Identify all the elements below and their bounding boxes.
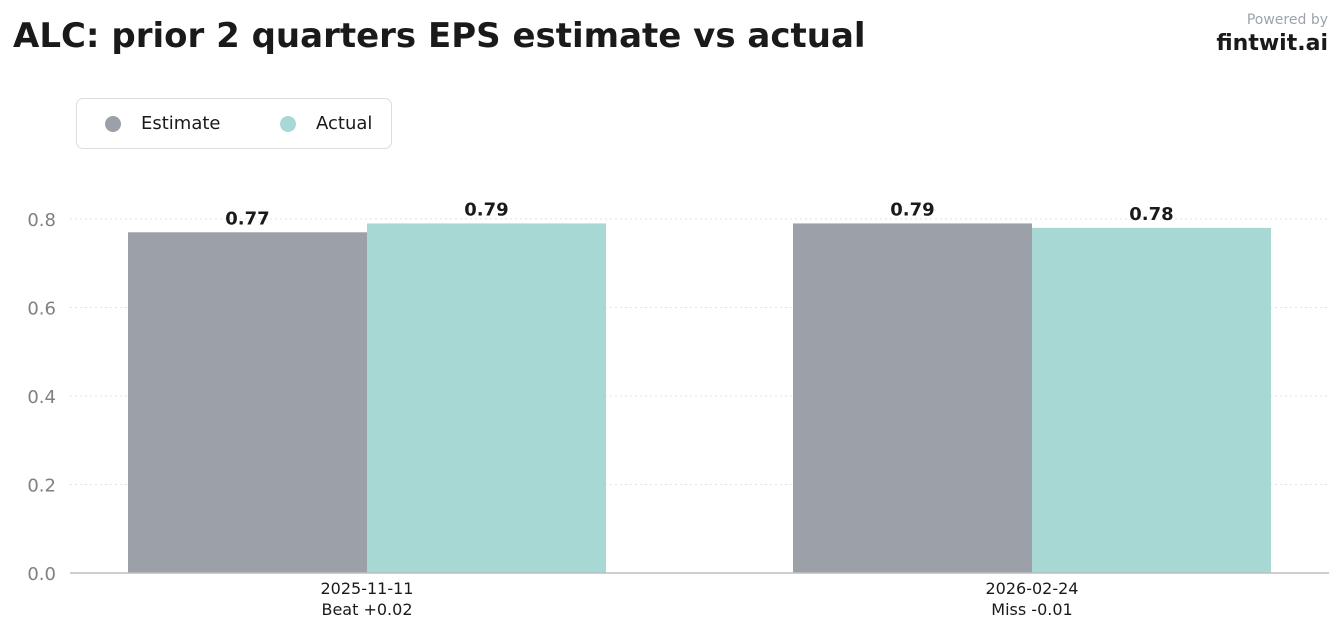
x-tick-label: 2025-11-11 (321, 579, 414, 598)
y-tick-label: 0.4 (27, 387, 56, 408)
legend-item-actual: Actual (280, 99, 372, 148)
bar-actual (1032, 227, 1271, 573)
x-tick-note: Beat +0.02 (321, 600, 412, 619)
y-tick-label: 0.8 (27, 210, 56, 231)
y-tick-label: 0.0 (27, 564, 56, 585)
brand-name: fintwit.ai (1216, 31, 1328, 56)
legend-item-estimate: Estimate (105, 99, 221, 148)
y-tick-label: 0.6 (27, 299, 56, 320)
bar-value-label: 0.77 (225, 208, 269, 229)
x-tick-note: Miss -0.01 (991, 600, 1072, 619)
bar-estimate (128, 232, 367, 573)
bar-value-label: 0.78 (1129, 204, 1173, 225)
bar-value-label: 0.79 (464, 199, 508, 220)
chart-legend: Estimate Actual (76, 98, 392, 149)
legend-label-estimate: Estimate (141, 113, 221, 134)
brand-block: Powered by fintwit.ai (1216, 11, 1328, 59)
powered-by-label: Powered by (1246, 12, 1328, 28)
legend-swatch-estimate (105, 115, 121, 132)
y-tick-label: 0.2 (27, 476, 56, 497)
bar-estimate (793, 223, 1032, 574)
legend-label-actual: Actual (316, 113, 373, 134)
bar-actual (367, 223, 606, 574)
x-tick-label: 2026-02-24 (986, 579, 1079, 598)
legend-swatch-actual (280, 115, 296, 132)
bar-value-label: 0.79 (890, 199, 934, 220)
chart-title: ALC: prior 2 quarters EPS estimate vs ac… (13, 16, 866, 56)
